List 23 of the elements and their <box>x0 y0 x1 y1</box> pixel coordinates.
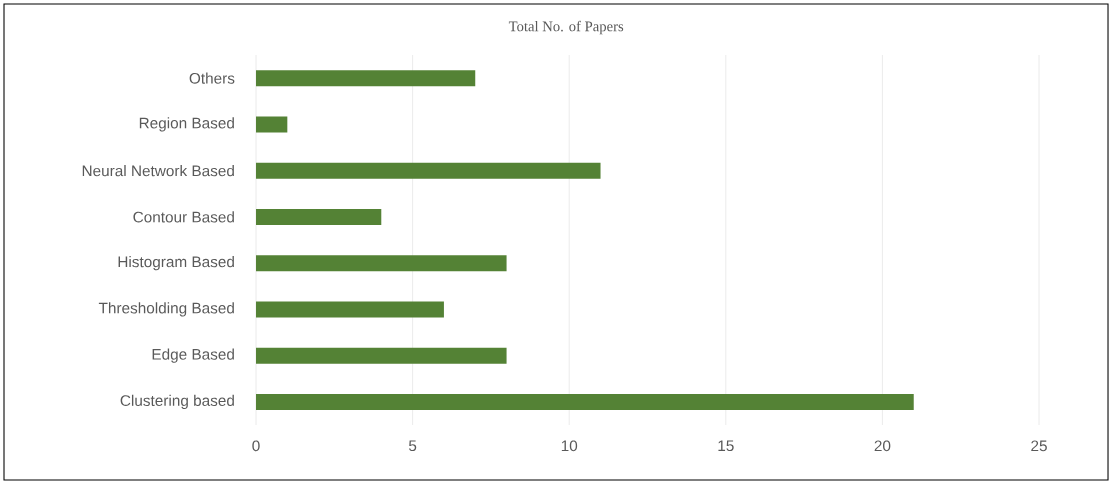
bar <box>256 347 507 364</box>
x-tick-label: 0 <box>252 440 260 452</box>
x-tick-label: 10 <box>561 440 578 452</box>
y-tick-label: Histogram Based <box>118 255 234 271</box>
y-tick-label: Region Based <box>139 117 234 132</box>
bar <box>256 116 288 133</box>
chart-title: Total No. of Papers <box>508 20 624 35</box>
bar <box>256 70 476 87</box>
y-tick-label: Others <box>189 72 235 84</box>
y-tick-label: Edge Based <box>152 348 234 363</box>
bar <box>256 301 444 318</box>
bar <box>256 208 382 225</box>
y-tick-label: Clustering based <box>120 394 234 410</box>
bar <box>256 393 914 410</box>
x-tick-label: 15 <box>718 440 734 452</box>
bar <box>256 162 601 179</box>
y-tick-label: Neural Network Based <box>82 165 234 177</box>
y-tick-label: Contour Based <box>133 211 234 223</box>
x-tick-label: 20 <box>874 440 891 452</box>
bar <box>256 255 507 272</box>
x-tick-label: 5 <box>408 440 417 452</box>
x-tick-label: 25 <box>1031 440 1047 452</box>
y-tick-label: Thresholding Based <box>98 302 234 317</box>
